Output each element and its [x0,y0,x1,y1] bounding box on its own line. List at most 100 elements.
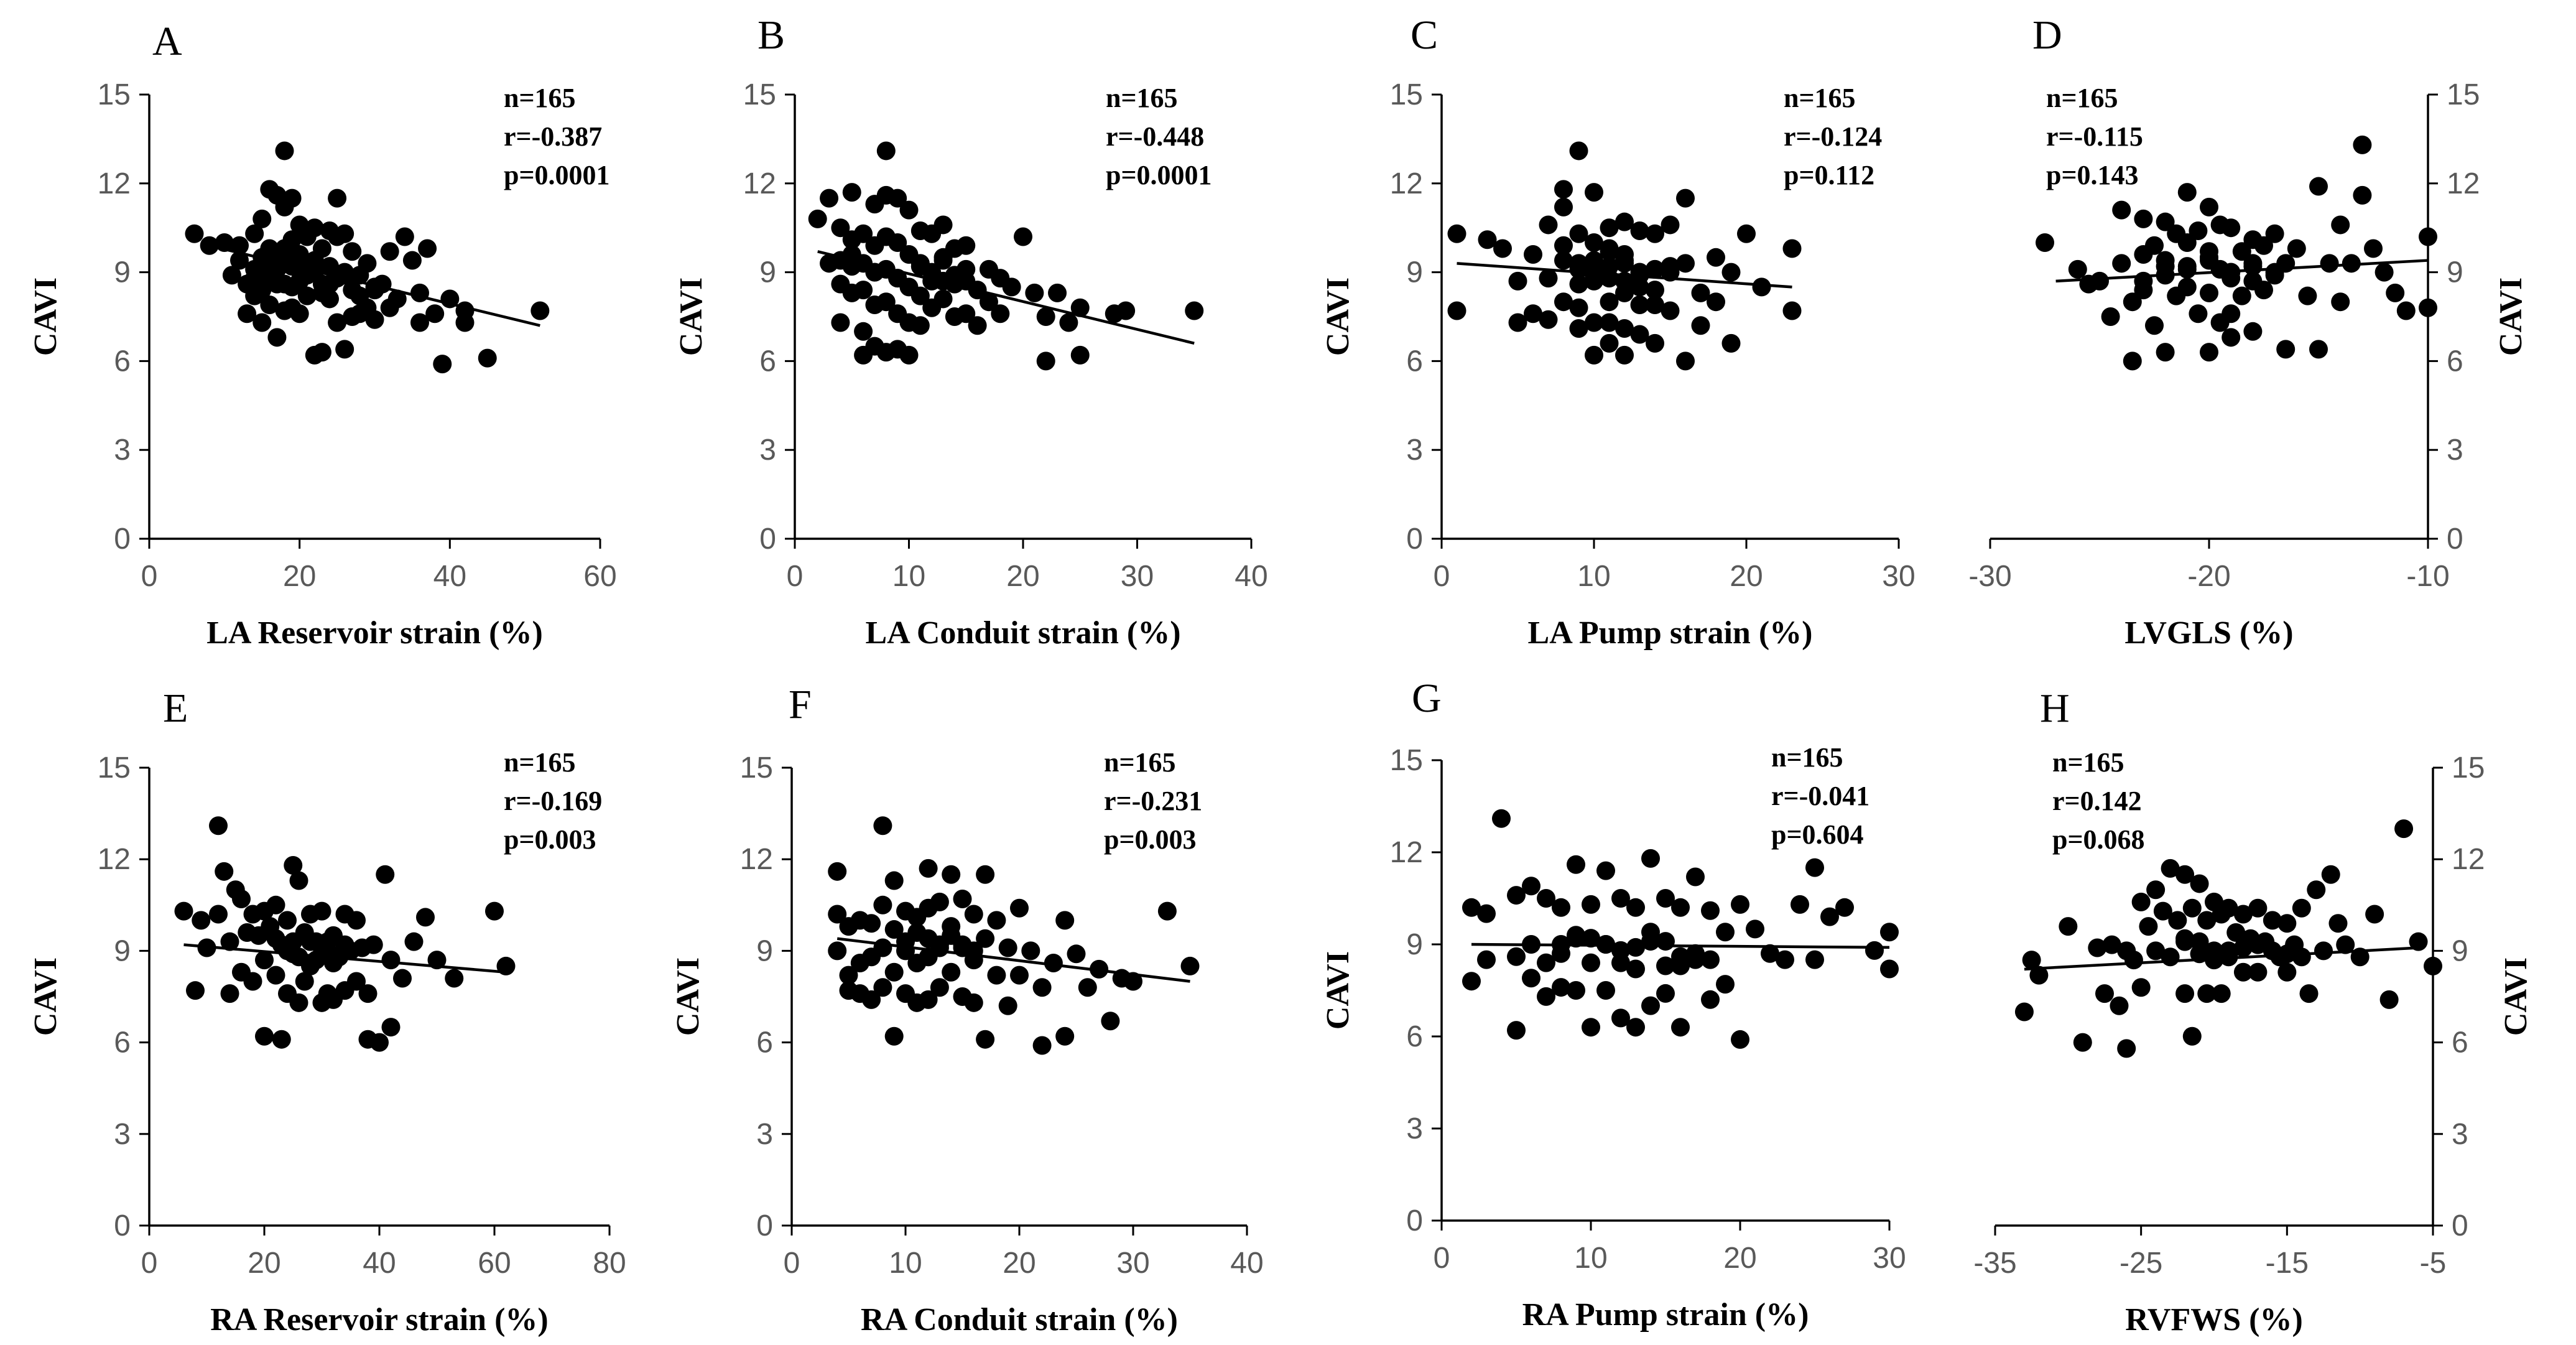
data-point [380,242,399,261]
data-point [1646,259,1664,279]
x-tick-label: -25 [2120,1247,2162,1280]
x-tick-label: 0 [1434,1242,1450,1275]
data-point [343,242,362,261]
data-point [1462,972,1481,991]
scatter-panel-g: G 0 3 6 9 12 15 0 10 20 30 RA Pump strain (%) CAVI n=… [1320,676,1906,1333]
data-point [968,316,987,335]
trend-line [2055,259,2429,283]
y-tick-label: 12 [98,167,131,200]
data-point [2088,938,2107,957]
x-tick-label: 60 [478,1247,511,1280]
data-point [1462,898,1481,917]
data-point [1552,978,1570,997]
y-tick-label: 6 [114,1026,131,1059]
data-point [2309,340,2328,359]
data-point [2177,259,2197,279]
data-point [2146,941,2166,961]
data-point [2146,880,2166,900]
x-tick-label: 10 [892,560,925,593]
data-point [2419,298,2437,317]
stat-annotation: n=165 [2046,83,2118,113]
y-axis-title: CAVI [1320,277,1356,356]
y-tick-label: 0 [1406,1204,1423,1237]
data-point [1055,1026,1075,1046]
y-tick-label: 12 [743,167,776,200]
data-point [1782,239,1802,258]
data-point [2189,221,2208,240]
y-tick-label: 9 [2447,256,2463,289]
data-point [1600,292,1619,312]
data-point [1615,212,1634,231]
data-point [1582,953,1600,972]
data-point [2277,914,2297,933]
data-point [358,984,378,1003]
y-tick-label: 12 [98,843,131,876]
data-point [976,1030,995,1049]
y-tick-label: 12 [740,843,773,876]
data-point [255,1026,274,1046]
data-point [1600,333,1619,353]
data-point [2328,914,2348,933]
y-tick-label: 9 [756,934,773,967]
stat-annotation: p=0.003 [1104,824,1197,855]
data-point [1585,183,1603,202]
data-point [1492,809,1511,828]
data-point [1524,304,1542,323]
data-point [1477,904,1496,923]
data-point [243,972,262,991]
data-point [1611,1008,1630,1028]
data-point [1630,277,1649,297]
data-point [2200,283,2218,302]
data-point [1716,975,1735,994]
data-point [275,239,294,258]
stat-annotation: n=165 [1784,83,1856,113]
stat-annotation: n=165 [1104,747,1176,778]
y-tick-label: 3 [2452,1118,2468,1151]
data-point [1036,307,1055,326]
x-tick-label: 40 [1235,560,1267,593]
trend-line [1457,262,1792,289]
y-tick-label: 9 [114,256,131,289]
data-point [1646,224,1664,243]
data-point [2177,233,2197,252]
data-point [862,914,881,933]
data-point [934,289,953,309]
y-tick-label: 12 [2447,167,2480,200]
data-point [445,969,464,988]
data-point [1539,269,1558,288]
data-point [1569,319,1588,338]
x-tick-label: 30 [1121,560,1154,593]
stat-annotation: p=0.0001 [1106,160,1212,190]
y-tick-label: 15 [98,78,131,111]
x-tick-label: 30 [1882,560,1915,593]
data-point [2243,322,2263,341]
y-axis-title: CAVI [2498,957,2534,1036]
data-point [2248,935,2268,954]
data-point [1661,215,1680,235]
data-point [209,905,228,924]
data-point [2117,1039,2136,1058]
data-point [910,316,930,335]
data-point [2189,304,2208,323]
data-point [305,218,324,238]
stat-annotation: n=165 [504,83,576,113]
data-point [964,905,983,924]
data-point [873,816,892,835]
y-tick-label: 3 [759,434,776,467]
x-tick-label: 40 [433,560,466,593]
data-point [876,141,896,161]
data-point [297,286,317,305]
data-point [2232,286,2251,305]
data-point [1582,1018,1600,1037]
y-tick-label: 3 [114,1118,131,1151]
data-point [884,871,904,890]
data-point [1782,301,1802,320]
scatter-panel-b: B 0 3 6 9 12 15 0 10 20 30 40 LA Conduit strain (%) C… [674,12,1268,651]
data-point [266,966,285,985]
data-point [1059,313,1078,332]
trend-line [183,943,506,974]
y-axis-title: CAVI [28,277,63,356]
data-point [828,941,847,961]
data-point [1552,898,1570,917]
